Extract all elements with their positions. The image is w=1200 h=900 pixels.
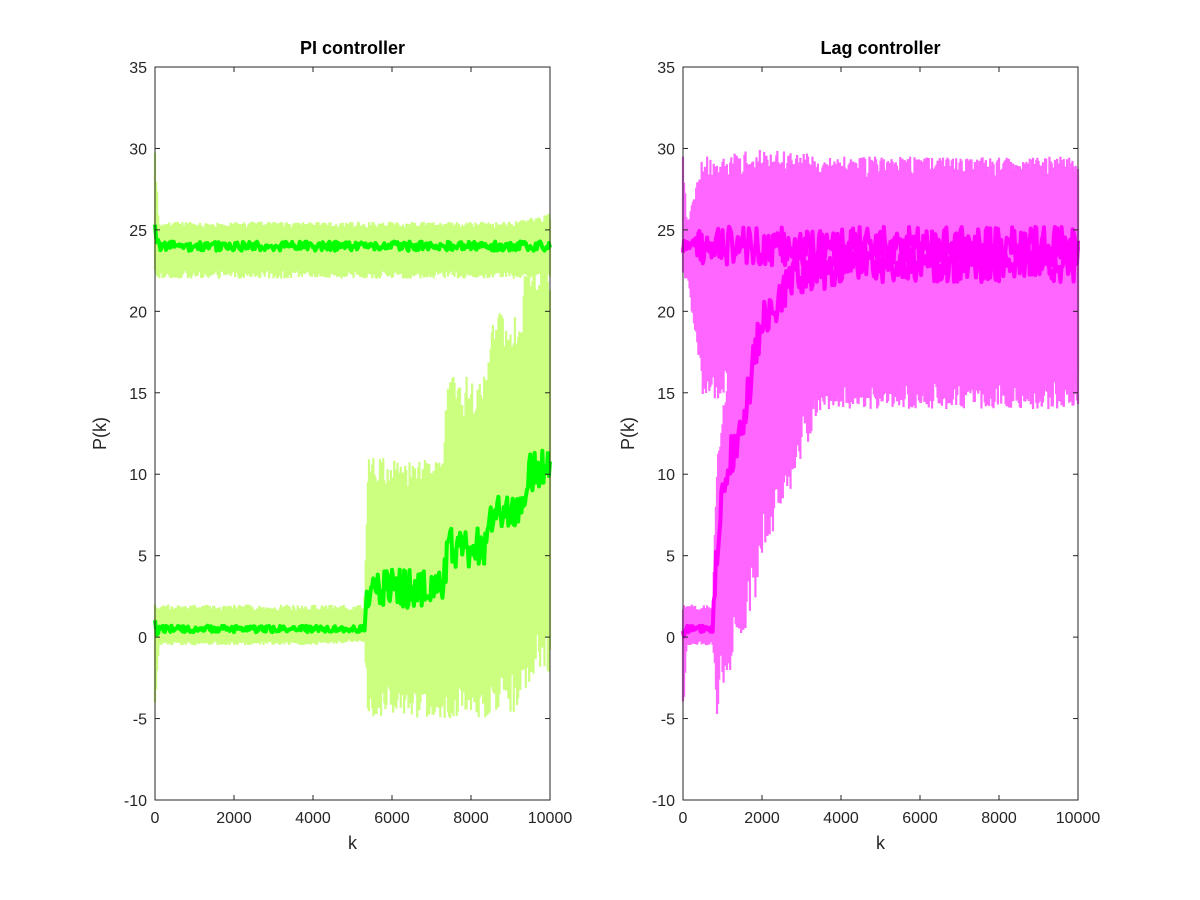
pi-ytick-label-6: 20 (129, 304, 147, 321)
lag-xtick-label-2: 4000 (823, 810, 859, 827)
pi-ytick-label-5: 15 (129, 386, 147, 403)
lag-ytick-label-1: -5 (661, 712, 675, 729)
pi-xtick-label-2: 4000 (295, 810, 331, 827)
pi-y-axis-label: P(k) (90, 417, 110, 450)
lag-x-axis-label: k (876, 833, 886, 853)
lag-axes-box (682, 66, 1079, 801)
lag-xtick-label-5: 10000 (1056, 810, 1101, 827)
pi-xtick-label-1: 2000 (216, 810, 252, 827)
lag-ytick-label-2: 0 (666, 630, 675, 647)
lag-series-0-trace (681, 224, 1080, 268)
lag-ytick-label-3: 5 (666, 549, 675, 566)
pi-series-0-trace (153, 224, 552, 253)
pi-chart-title: PI controller (300, 38, 405, 58)
pi-axes-box (154, 66, 551, 801)
pi-xtick-label-0: 0 (151, 810, 160, 827)
pi-controller-subplot: 0 2000 4000 6000 8000 10000 -10 -5 0 5 10 15 20 25 30 3… (90, 38, 572, 853)
lag-ytick-label-8: 30 (657, 141, 675, 158)
lag-xtick-label-0: 0 (679, 810, 688, 827)
lag-xtick-label-4: 8000 (981, 810, 1017, 827)
lag-ytick-label-7: 25 (657, 223, 675, 240)
pi-ytick-label-8: 30 (129, 141, 147, 158)
pi-ytick-label-0: -10 (124, 793, 147, 810)
pi-ytick-label-4: 10 (129, 467, 147, 484)
pi-xtick-label-3: 6000 (374, 810, 410, 827)
lag-ytick-label-5: 15 (657, 386, 675, 403)
pi-series-1-trace (153, 448, 552, 637)
lag-controller-subplot: 0 2000 4000 6000 8000 10000 -10 -5 0 5 10 15 20 25 30 3… (618, 38, 1100, 853)
pi-ytick-label-7: 25 (129, 223, 147, 240)
pi-ytick-label-9: 35 (129, 60, 147, 77)
pi-ytick-label-3: 5 (138, 549, 147, 566)
pi-x-axis-label: k (348, 833, 358, 853)
pi-ytick-label-1: -5 (133, 712, 147, 729)
lag-ticks-layer: 0 2000 4000 6000 8000 10000 -10 -5 0 5 10 15 20 25 30 3… (652, 60, 1100, 827)
lag-ytick-label-6: 20 (657, 304, 675, 321)
pi-ticks-layer: 0 2000 4000 6000 8000 10000 -10 -5 0 5 10 15 20 25 30 3… (124, 60, 572, 827)
lag-chart-title: Lag controller (820, 38, 940, 58)
lag-ytick-label-9: 35 (657, 60, 675, 77)
lag-mean-traces (681, 224, 1080, 639)
pi-xtick-label-4: 8000 (453, 810, 489, 827)
pi-xtick-label-5: 10000 (528, 810, 573, 827)
lag-xtick-label-1: 2000 (744, 810, 780, 827)
lag-xtick-label-3: 6000 (902, 810, 938, 827)
lag-y-axis-label: P(k) (618, 417, 638, 450)
pi-ytick-label-2: 0 (138, 630, 147, 647)
lag-series-1-trace (681, 240, 1080, 639)
pi-mean-traces (153, 224, 552, 637)
lag-ytick-label-4: 10 (657, 467, 675, 484)
lag-ytick-label-0: -10 (652, 793, 675, 810)
